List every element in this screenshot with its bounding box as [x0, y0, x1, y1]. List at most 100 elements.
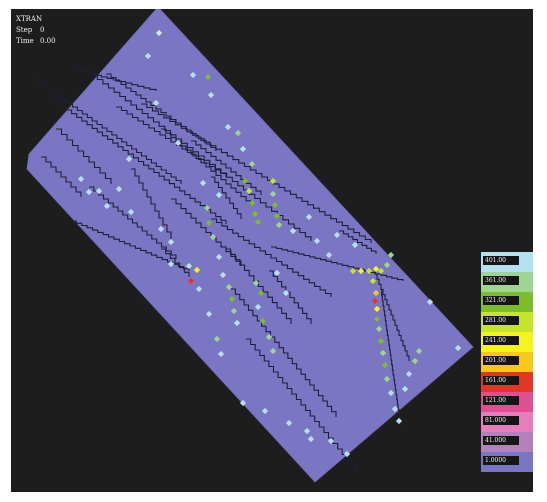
fracture-line — [373, 268, 410, 361]
fracture-line — [381, 290, 402, 429]
particle-marker — [381, 361, 389, 369]
particle-marker — [387, 389, 395, 397]
fracture-line — [231, 288, 337, 417]
particle-marker — [215, 253, 223, 261]
particle-marker — [391, 405, 399, 413]
fracture-line — [339, 230, 377, 254]
fracture-line — [33, 78, 182, 184]
particle-marker — [273, 269, 281, 277]
particle-marker — [285, 419, 293, 427]
particle-marker — [241, 177, 249, 185]
step-value: 0 — [40, 26, 45, 34]
legend-label: 241.00 — [483, 336, 519, 345]
app-title: XTRAN — [16, 15, 43, 23]
step-readout: Step 0 — [16, 25, 56, 36]
legend-label: 361.00 — [483, 276, 519, 285]
fracture-line — [41, 156, 82, 197]
particle-marker — [234, 129, 242, 137]
particle-marker — [349, 267, 357, 275]
legend-label: 41.000 — [483, 436, 519, 445]
particle-marker — [415, 347, 423, 355]
legend-label: 401.00 — [483, 256, 519, 265]
particle-marker — [375, 325, 383, 333]
particle-marker — [248, 199, 256, 207]
particle-marker — [199, 179, 207, 187]
legend-label: 281.00 — [483, 316, 519, 325]
fracture-line — [51, 98, 227, 224]
fracture-line — [71, 68, 157, 91]
fracture-line — [131, 168, 172, 239]
run-info: XTRAN Step 0 Time 0.00 — [16, 14, 56, 47]
fracture-line — [271, 246, 404, 281]
legend-row: 281.00 — [481, 312, 533, 332]
legend-row: 361.00 — [481, 272, 533, 292]
particle-marker — [369, 277, 377, 285]
particle-marker — [245, 187, 253, 195]
particle-markers — [77, 29, 462, 458]
fracture-line — [211, 218, 332, 297]
legend-label: 321.00 — [483, 296, 519, 305]
color-legend: 401.00 361.00 321.00 281.00 241.00 201.00 161.… — [481, 252, 533, 472]
time-value: 0.00 — [40, 37, 56, 45]
particle-marker — [303, 427, 311, 435]
particle-marker — [269, 347, 277, 355]
particle-marker — [167, 260, 175, 268]
particle-marker — [379, 349, 387, 357]
particle-marker — [185, 262, 193, 270]
particle-marker — [377, 337, 385, 345]
particle-marker — [239, 145, 247, 153]
simulation-scene — [26, 9, 474, 483]
fracture-network — [33, 68, 410, 471]
simulation-viewport[interactable]: XTRAN Step 0 Time 0.00 401.00 361.00 321.00 2… — [11, 9, 533, 492]
particle-marker — [395, 417, 403, 425]
particle-marker — [372, 289, 380, 297]
fracture-line — [106, 73, 217, 151]
legend-label: 81.000 — [483, 416, 519, 425]
particle-marker — [405, 370, 413, 378]
particle-marker — [152, 99, 160, 107]
fracture-line — [116, 106, 227, 177]
particle-marker — [254, 218, 262, 226]
particle-marker — [125, 155, 133, 163]
fracture-line — [246, 338, 357, 471]
particle-marker — [174, 139, 182, 147]
particle-marker — [327, 437, 335, 445]
particle-marker — [209, 233, 217, 241]
legend-row: 401.00 — [481, 252, 533, 272]
fracture-line — [89, 186, 177, 259]
time-label: Time — [16, 37, 34, 45]
particle-marker — [373, 305, 381, 313]
legend-row: 201.00 — [481, 352, 533, 372]
particle-marker — [204, 73, 212, 81]
particle-marker — [252, 279, 260, 287]
legend-row: 241.00 — [481, 332, 533, 352]
particle-marker — [144, 52, 152, 60]
particle-marker — [372, 265, 380, 273]
fracture-line — [161, 248, 190, 277]
particle-marker — [207, 91, 215, 99]
particle-marker — [454, 344, 462, 352]
particle-marker — [127, 208, 135, 216]
particle-marker — [215, 191, 223, 199]
particle-marker — [373, 315, 381, 323]
particle-marker — [377, 267, 385, 275]
legend-label: 121.00 — [483, 396, 519, 405]
particle-marker — [205, 219, 213, 227]
time-readout: Time 0.00 — [16, 36, 56, 47]
domain-grid — [26, 9, 474, 483]
particle-marker — [103, 202, 111, 210]
legend-row: 81.000 — [481, 412, 533, 432]
legend-row: 161.00 — [481, 372, 533, 392]
particle-marker — [203, 204, 211, 212]
particle-marker — [282, 289, 290, 297]
particle-marker — [248, 160, 256, 168]
step-label: Step — [16, 26, 33, 34]
particle-marker — [357, 267, 365, 275]
legend-row: 321.00 — [481, 292, 533, 312]
legend-row: 41.000 — [481, 432, 533, 452]
fracture-line — [141, 103, 372, 243]
legend-label: 1.0000 — [483, 456, 519, 465]
particle-marker — [343, 450, 351, 458]
particle-marker — [365, 267, 373, 275]
